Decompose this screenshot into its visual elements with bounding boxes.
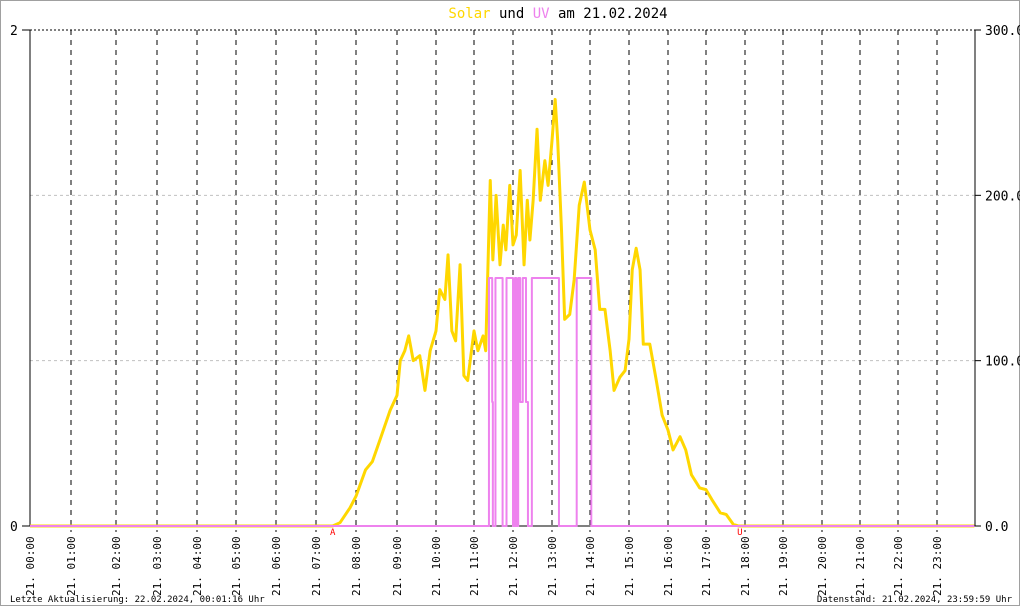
x-tick-label: 21. 12:00 [507,536,520,596]
x-tick-label: 21. 17:00 [700,536,713,596]
left-tick-label: 2 [10,24,18,39]
x-tick-label: 21. 18:00 [739,536,752,596]
x-tick-label: 21. 14:00 [584,536,597,596]
right-tick-label: 0.0 [985,520,1008,535]
x-tick-label: 21. 02:00 [110,536,123,596]
x-tick-label: 21. 23:00 [931,536,944,596]
x-tick-label: 21. 04:00 [191,536,204,596]
right-tick-label: 100.0 [985,355,1020,370]
title-part-3: am 21.02.2024 [550,6,668,22]
x-tick-label: 21. 16:00 [662,536,675,596]
title-part-1: und [491,6,533,22]
x-tick-label: 21. 15:00 [623,536,636,596]
x-tick-label: 21. 00:00 [24,536,37,596]
x-tick-label: 21. 20:00 [816,536,829,596]
x-tick-label: 21. 10:00 [430,536,443,596]
footer-data-status: Datenstand: 21.02.2024, 23:59:59 Uhr [817,595,1013,605]
x-tick-label: 21. 09:00 [391,536,404,596]
title-part-0: Solar [448,6,490,22]
sun-marker-a: A [330,528,336,538]
x-tick-label: 21. 05:00 [230,536,243,596]
right-tick-label: 200.0 [985,189,1020,204]
series-line-solar [30,97,975,528]
sun-marker-u: U [737,528,742,538]
x-tick-label: 21. 19:00 [777,536,790,596]
chart-title: Solar und UV am 21.02.2024 [448,6,667,22]
title-part-2: UV [533,6,550,22]
x-tick-label: 21. 03:00 [151,536,164,596]
x-tick-label: 21. 13:00 [546,536,559,596]
x-tick-label: 21. 21:00 [854,536,867,596]
x-tick-label: 21. 08:00 [350,536,363,596]
footer-last-update: Letzte Aktualisierung: 22.02.2024, 00:01… [10,595,265,605]
x-tick-label: 21. 06:00 [270,536,283,596]
x-tick-label: 21. 11:00 [468,536,481,596]
right-tick-label: 300.0 [985,24,1020,39]
left-tick-label: 0 [10,520,18,535]
x-tick-label: 21. 22:00 [892,536,905,596]
x-tick-label: 21. 07:00 [310,536,323,596]
x-tick-label: 21. 01:00 [65,536,78,596]
series-line-uv [30,277,975,527]
